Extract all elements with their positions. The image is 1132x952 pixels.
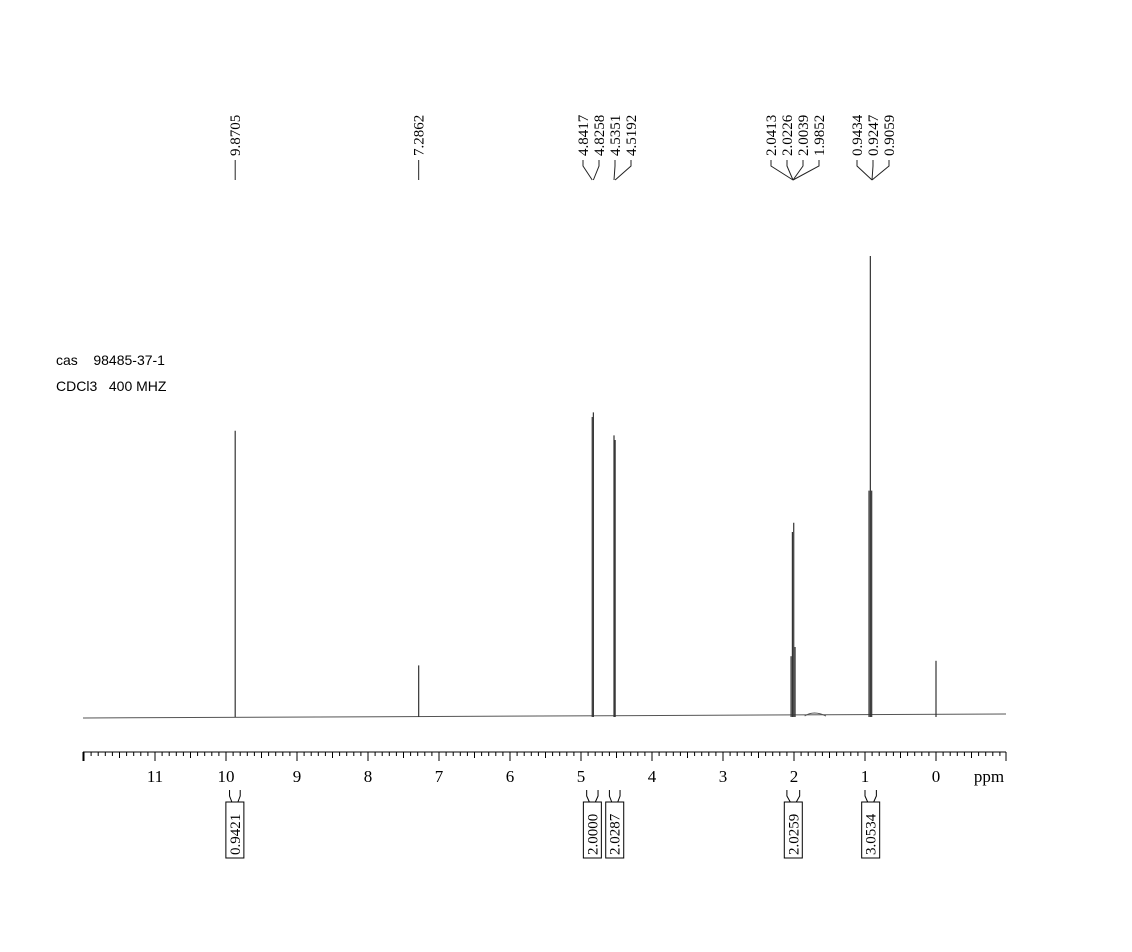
peak-label: 2.0413 [764, 115, 780, 156]
integral-value: 2.0259 [786, 814, 802, 855]
peak-label: 0.9059 [882, 115, 898, 156]
peak-label-connector [856, 160, 873, 181]
integral-box [225, 801, 245, 859]
integral-box [582, 801, 602, 859]
peak-label-group-7-29: 7.2862 [412, 115, 428, 180]
peak-label-group-9-87: 9.8705 [228, 115, 244, 180]
integral-bracket [786, 790, 801, 803]
x-tick-label: 9 [293, 767, 302, 786]
x-tick-label: 8 [364, 767, 373, 786]
peak-label-connector [770, 160, 794, 181]
peak-label-connector [582, 160, 593, 181]
integral-value: 3.0534 [864, 813, 880, 855]
peak-label: 0.9434 [850, 114, 866, 156]
peak-label-connector [792, 160, 804, 181]
x-tick-label: 7 [435, 767, 444, 786]
peak-label: 4.8258 [592, 115, 608, 156]
x-tick-label: 0 [932, 767, 941, 786]
cas-number-label: cas 98485-37-1 [56, 352, 165, 368]
ppm-axis: 11 10 9 8 7 6 5 4 3 2 1 0 ppm [82, 751, 1007, 786]
integral-value: 0.9421 [228, 814, 244, 855]
peak-label: 4.8417 [576, 114, 592, 156]
peak-label: 9.8705 [228, 115, 244, 156]
peak-label: 0.9247 [866, 114, 882, 156]
peak-label-group-4-5: 4.8417 4.8258 4.5351 4.5192 [576, 114, 640, 181]
peak-label-connector [614, 160, 632, 181]
solvent-frequency-label: CDCl3 400 MHZ [56, 378, 167, 394]
peak-label-group-0-9: 0.9434 0.9247 0.9059 [850, 114, 898, 181]
x-tick-label: 10 [218, 767, 235, 786]
x-axis-title: ppm [974, 767, 1004, 786]
integral-box [605, 801, 625, 859]
integral-value: 2.0000 [585, 814, 601, 855]
x-tick-label: 3 [719, 767, 728, 786]
peak-labels: 9.8705 7.2862 4.8417 4.8258 4.5351 4.5192 2.04… [228, 114, 898, 181]
x-tick-label: 6 [506, 767, 515, 786]
integral-bracket [229, 790, 241, 803]
peak-label: 7.2862 [412, 115, 428, 156]
spectrum-layer [82, 256, 1007, 719]
peak-label-connector [792, 160, 820, 181]
integral-bracket [608, 790, 621, 803]
peak-label: 2.0039 [796, 115, 812, 156]
peak-label-connector [871, 160, 890, 181]
integral-marker: 2.0259 [783, 790, 803, 859]
integral-marker: 0.9421 [225, 790, 245, 859]
spectrum-broad-hump [804, 712, 827, 717]
integral-bracket [864, 790, 877, 803]
x-tick-label: 2 [790, 767, 799, 786]
peak-label: 1.9852 [812, 115, 828, 156]
spectrum-baseline [82, 713, 1007, 719]
peak-label: 4.5351 [608, 115, 624, 156]
x-tick-label: 11 [147, 767, 163, 786]
integral-value: 2.0287 [608, 813, 624, 855]
integral-marker: 2.0000 [582, 790, 602, 859]
x-tick-label: 1 [861, 767, 870, 786]
integrals: 0.9421 2.0000 2.0287 2.0259 3.0534 [225, 790, 881, 859]
peak-label-connector [871, 160, 874, 181]
integral-box [783, 801, 803, 859]
peak-label-connector [592, 160, 600, 181]
integral-marker: 3.0534 [861, 790, 881, 859]
x-tick-label: 5 [577, 767, 586, 786]
peak-label-connector [613, 160, 616, 181]
peak-label: 4.5192 [624, 115, 640, 156]
integral-box [861, 801, 881, 859]
x-tick-label: 4 [648, 767, 657, 786]
integral-bracket [586, 790, 599, 803]
peak-label-connector [786, 160, 794, 181]
integral-marker: 2.0287 [605, 790, 625, 859]
peak-label: 2.0226 [780, 114, 796, 156]
peak-label-group-2-0: 2.0413 2.0226 2.0039 1.9852 [764, 114, 828, 181]
